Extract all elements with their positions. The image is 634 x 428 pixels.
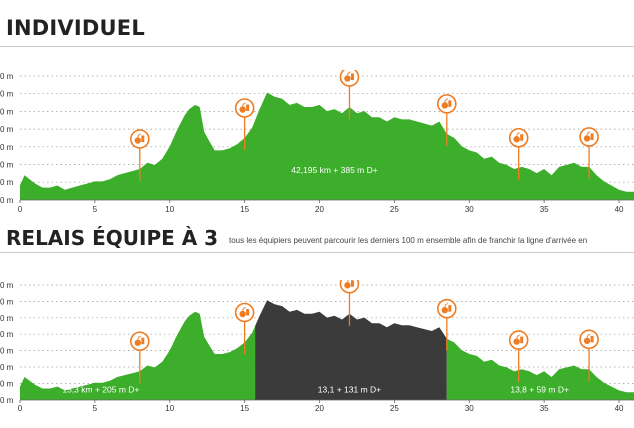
section-title-individuel: INDIVIDUEL: [6, 16, 145, 40]
aid-station-marker: [234, 98, 255, 150]
aid-station-marker: [339, 67, 360, 119]
fruit-icon: [239, 106, 246, 113]
elevation-chart-individuel-svg: 0 m 0 m 0 m 0 m 0 m 0 m 0 m 0 m 0 5 10 15 20 25 30 35 40…: [0, 67, 634, 214]
x-tick-label: 0: [18, 404, 23, 413]
drink-icon: [520, 336, 524, 344]
drink-icon: [141, 337, 145, 345]
y-tick-label: 0 m: [0, 143, 14, 152]
x-tick-label: 10: [165, 205, 174, 214]
drink-icon: [590, 133, 594, 140]
leaf-icon: [137, 133, 141, 138]
fruit-icon: [513, 136, 520, 143]
fruit-icon: [134, 339, 142, 346]
section-divider: [0, 46, 634, 47]
leaf-icon: [346, 71, 351, 76]
y-tick-label: 0 m: [0, 297, 14, 306]
elevation-chart-individuel: 0 m 0 m 0 m 0 m 0 m 0 m 0 m 0 m 0 5 10 15 20 25 30 35 40…: [0, 67, 634, 220]
relay-leg-2-label: 13,1 + 131 m D+: [318, 384, 381, 394]
fruit-icon: [583, 135, 591, 142]
drink-icon: [246, 309, 250, 316]
x-tick-label: 25: [390, 404, 399, 413]
relay-leg-1-label: 15,3 km + 205 m D+: [62, 384, 139, 394]
drink-icon: [350, 73, 354, 80]
leaf-icon: [137, 335, 141, 340]
x-tick-label: 15: [240, 404, 249, 413]
y-tick-label: 0 m: [0, 196, 14, 205]
relay-leg-2-area: [255, 300, 447, 400]
y-tick-label: 0 m: [0, 347, 14, 356]
x-tick-label: 30: [465, 205, 474, 214]
y-tick-label: 0 m: [0, 314, 14, 323]
leaf-icon: [516, 132, 520, 136]
x-tick-label: 40: [615, 205, 624, 214]
relais-note: tous les équipiers peuvent parcourir les…: [229, 236, 588, 245]
fruit-icon: [441, 306, 449, 314]
y-tick-label: 0 m: [0, 125, 14, 134]
y-tick-label: 0 m: [0, 396, 14, 405]
x-tick-label: 35: [540, 205, 549, 214]
fruit-icon: [239, 310, 246, 318]
leaf-icon: [444, 98, 448, 103]
aid-station-marker: [339, 273, 360, 326]
aid-station-marker: [437, 94, 457, 146]
fruit-icon: [344, 282, 351, 289]
elevation-profile-area: [20, 92, 634, 200]
drink-icon: [448, 305, 452, 312]
fruit-icon: [134, 137, 142, 144]
y-tick-label: 0 m: [0, 161, 14, 170]
y-tick-label: 0 m: [0, 379, 14, 388]
y-tick-label: 0 m: [0, 90, 14, 99]
leaf-icon: [586, 131, 591, 136]
aid-station-marker: [508, 127, 529, 180]
relay-leg-3-label: 13,8 + 59 m D+: [510, 384, 569, 394]
y-tick-label: 0 m: [0, 363, 14, 372]
drink-icon: [520, 134, 524, 141]
aid-station-marker: [130, 331, 150, 384]
drink-icon: [350, 280, 354, 287]
y-tick-label: 0 m: [0, 107, 14, 116]
relay-leg-1-area: [20, 311, 256, 400]
section-title-relais: RELAIS ÉQUIPE À 3: [6, 226, 219, 250]
aid-station-marker: [437, 298, 457, 351]
leaf-icon: [586, 333, 591, 338]
x-tick-label: 20: [315, 404, 324, 413]
fruit-icon: [344, 75, 351, 82]
x-tick-label: 25: [390, 205, 399, 214]
section-divider: [0, 252, 634, 253]
elevation-chart-relais: 0 m 0 m 0 m 0 m 0 m 0 m 0 m 0 m 0 5 10 15 20 25 30 35 40…: [0, 273, 634, 423]
x-tick-label: 20: [315, 205, 324, 214]
leaf-icon: [242, 102, 246, 107]
aid-station-marker: [234, 302, 255, 355]
x-tick-label: 35: [540, 404, 549, 413]
leaf-icon: [242, 307, 246, 311]
x-tick-label: 5: [93, 404, 98, 413]
drink-icon: [590, 335, 594, 343]
drink-icon: [448, 100, 452, 107]
fruit-icon: [513, 338, 520, 345]
y-tick-label: 0 m: [0, 281, 14, 290]
fruit-icon: [583, 337, 591, 345]
x-tick-label: 10: [165, 404, 174, 413]
aid-station-marker: [579, 329, 599, 382]
drink-icon: [246, 104, 250, 111]
aid-station-marker: [579, 127, 599, 179]
fruit-icon: [441, 102, 449, 109]
y-tick-label: 0 m: [0, 178, 14, 187]
x-tick-label: 5: [93, 205, 98, 214]
leaf-icon: [516, 334, 520, 339]
elevation-chart-relais-svg: 0 m 0 m 0 m 0 m 0 m 0 m 0 m 0 m 0 5 10 15 20 25 30 35 40…: [0, 273, 634, 413]
distance-annotation: 42,195 km + 385 m D+: [291, 165, 378, 175]
section-header-relais: RELAIS ÉQUIPE À 3 tous les équipiers peu…: [0, 226, 634, 254]
leaf-icon: [444, 303, 448, 307]
relay-leg-3-area: [446, 338, 634, 400]
aid-station-marker: [508, 330, 529, 383]
x-tick-label: 15: [240, 205, 249, 214]
y-tick-label: 0 m: [0, 330, 14, 339]
x-tick-label: 0: [18, 205, 23, 214]
drink-icon: [141, 135, 145, 142]
x-tick-label: 40: [615, 404, 624, 413]
y-tick-label: 0 m: [0, 72, 14, 81]
aid-station-marker: [130, 129, 150, 181]
x-tick-label: 30: [465, 404, 474, 413]
